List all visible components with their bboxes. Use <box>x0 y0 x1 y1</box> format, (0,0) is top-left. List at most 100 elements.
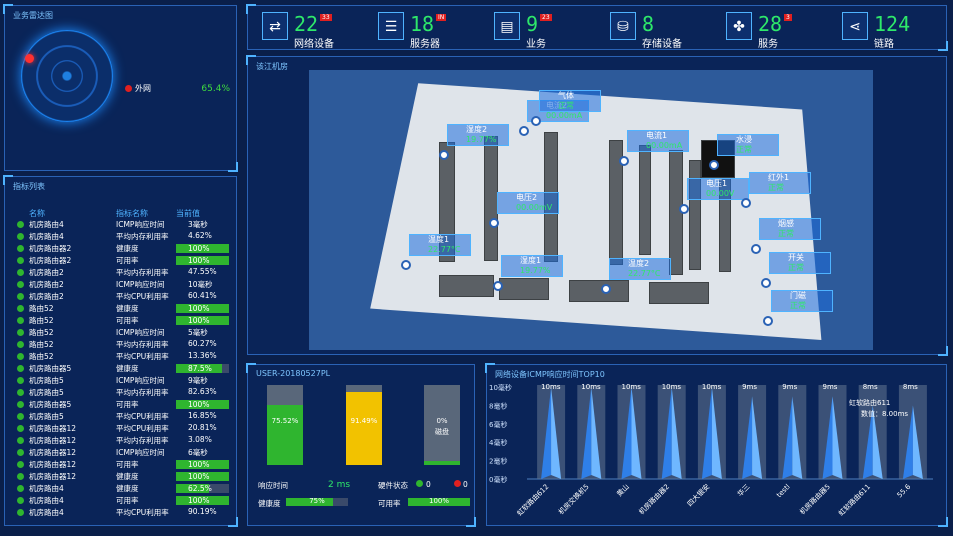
sensor-icon[interactable] <box>761 278 771 288</box>
sensor-icon[interactable] <box>741 198 751 208</box>
table-row[interactable]: 路由52 平均内存利用率 60.27% <box>5 339 236 351</box>
sensor-icon[interactable] <box>601 284 611 294</box>
table-row[interactable]: 路由52 平均CPU利用率 13.36% <box>5 351 236 363</box>
data-label: 9ms <box>742 383 757 391</box>
bar-right-face <box>591 387 602 479</box>
stat-label: 业务 <box>526 39 546 50</box>
sensor-tag[interactable]: 水浸 正常 <box>717 134 779 156</box>
sensor-icon[interactable] <box>531 116 541 126</box>
table-row[interactable]: 机房路由4 可用率 100% <box>5 495 236 507</box>
stat-card-链路[interactable]: ⋖ 124 链路 <box>834 10 944 50</box>
sensor-icon[interactable] <box>763 316 773 326</box>
table-row[interactable]: 机房路由2 ICMP响应时间 10毫秒 <box>5 279 236 291</box>
sensor-tag[interactable]: 烟感 正常 <box>759 218 821 240</box>
device-title: USER-20180527PL <box>256 369 331 378</box>
cpu-gauge-fill <box>267 404 303 465</box>
table-row[interactable]: 机房路由5 ICMP响应时间 9毫秒 <box>5 375 236 387</box>
row-value: 100% <box>188 304 210 313</box>
alert-badge: 33 <box>320 14 332 21</box>
table-row[interactable]: 机房路由器5 健康度 87.5% <box>5 363 236 375</box>
table-row[interactable]: 路由52 可用率 100% <box>5 315 236 327</box>
server-rack[interactable] <box>639 145 651 255</box>
row-name: 机房路由器12 <box>29 472 77 481</box>
stat-count: 9 <box>526 12 539 36</box>
sensor-icon[interactable] <box>751 244 761 254</box>
status-dot-icon <box>17 317 24 324</box>
table-row[interactable]: 机房路由器5 可用率 100% <box>5 399 236 411</box>
server-rack[interactable] <box>569 280 629 302</box>
table-row[interactable]: 机房路由器12 平均内存利用率 3.08% <box>5 435 236 447</box>
table-row[interactable]: 机房路由器12 可用率 100% <box>5 459 236 471</box>
sensor-tag[interactable]: 门磁 正常 <box>771 290 833 312</box>
sensor-tag[interactable]: 湿度2 19.77% <box>447 124 509 146</box>
sensor-icon[interactable] <box>489 218 499 228</box>
server-rack[interactable] <box>499 278 549 300</box>
status-dot-icon <box>17 365 24 372</box>
stat-card-服务器[interactable]: ☰ 18 IN 服务器 <box>370 10 480 50</box>
row-value-bar-fill <box>176 460 229 469</box>
metrics-panel: 指标列表 名称 指标名称 当前值 机房路由4 ICMP响应时间 3毫秒 机房路由4… <box>3 175 238 527</box>
sensor-tag[interactable]: 红外1 正常 <box>749 172 811 194</box>
bar-right-face <box>551 387 562 479</box>
link-icon: ⋖ <box>842 12 868 40</box>
table-row[interactable]: 机房路由5 平均CPU利用率 16.85% <box>5 411 236 423</box>
row-metric: 平均内存利用率 <box>116 268 169 277</box>
sensor-icon[interactable] <box>619 156 629 166</box>
room-3d-view[interactable]: 湿度219.77%电流200.00mA电流100.00mA水浸正常电压100.0… <box>309 70 873 350</box>
sensor-tag[interactable]: 气体 正常 <box>539 90 601 112</box>
table-row[interactable]: 机房路由器2 健康度 100% <box>5 243 236 255</box>
sensor-tag[interactable]: 电流1 00.00mA <box>627 130 689 152</box>
row-name: 机房路由器12 <box>29 436 77 445</box>
row-name: 机房路由2 <box>29 280 64 289</box>
table-row[interactable]: 机房路由4 健康度 62.5% <box>5 483 236 495</box>
table-row[interactable]: 机房路由4 平均内存利用率 4.62% <box>5 231 236 243</box>
sensor-icon[interactable] <box>709 160 719 170</box>
table-row[interactable]: 机房路由器12 健康度 100% <box>5 471 236 483</box>
sensor-tag[interactable]: 电压2 00.00mV <box>497 192 559 214</box>
stat-count: 124 <box>874 12 911 36</box>
row-name: 机房路由4 <box>29 484 64 493</box>
table-row[interactable]: 机房路由4 平均CPU利用率 90.19% <box>5 507 236 519</box>
server-rack[interactable] <box>484 136 498 261</box>
sensor-icon[interactable] <box>439 150 449 160</box>
sensor-tag[interactable]: 开关 正常 <box>769 252 831 274</box>
sensor-tag[interactable]: 温度1 22.77°C <box>409 234 471 256</box>
stat-card-服务[interactable]: ✤ 28 3 服务 <box>718 10 828 50</box>
sensor-icon[interactable] <box>401 260 411 270</box>
row-name: 机房路由2 <box>29 268 64 277</box>
sensor-tag[interactable]: 温度2 22.77°C <box>609 258 671 280</box>
table-row[interactable]: 机房路由器12 平均CPU利用率 20.81% <box>5 423 236 435</box>
table-row[interactable]: 路由52 健康度 100% <box>5 303 236 315</box>
sensor-tag-label: 湿度2 <box>466 125 488 134</box>
server-rack[interactable] <box>689 160 701 270</box>
server-rack[interactable] <box>649 282 709 304</box>
sensor-tag[interactable]: 电压1 00.00V <box>687 178 749 200</box>
server-rack[interactable] <box>439 275 494 297</box>
sensor-icon[interactable] <box>679 204 689 214</box>
data-label: 9ms <box>823 383 838 391</box>
bar-right-face <box>711 387 722 479</box>
bar-left-face <box>701 387 712 479</box>
table-row[interactable]: 机房路由5 平均内存利用率 82.63% <box>5 387 236 399</box>
table-row[interactable]: 机房路由4 ICMP响应时间 3毫秒 <box>5 219 236 231</box>
table-row[interactable]: 机房路由器2 可用率 100% <box>5 255 236 267</box>
sensor-icon[interactable] <box>493 281 503 291</box>
row-value: 100% <box>188 496 210 505</box>
status-dot-icon <box>17 341 24 348</box>
stat-card-网络设备[interactable]: ⇄ 22 33 网络设备 <box>254 10 364 50</box>
radar-alert-dot[interactable] <box>25 54 34 63</box>
table-row[interactable]: 路由52 ICMP响应时间 5毫秒 <box>5 327 236 339</box>
row-value: 100% <box>188 472 210 481</box>
stats-bar: ⇄ 22 33 网络设备 ☰ 18 IN 服务器 ▤ 9 23 业务 ⛁ 8 存储设备… <box>246 4 948 51</box>
stat-card-存储设备[interactable]: ⛁ 8 存储设备 <box>602 10 712 50</box>
stat-label: 链路 <box>874 39 894 50</box>
table-row[interactable]: 机房路由2 平均CPU利用率 60.41% <box>5 291 236 303</box>
sensor-icon[interactable] <box>519 126 529 136</box>
status-dot-icon <box>17 485 24 492</box>
table-row[interactable]: 机房路由2 平均内存利用率 47.55% <box>5 267 236 279</box>
y-tick-label: 0毫秒 <box>489 475 507 484</box>
sensor-tag[interactable]: 湿度1 19.77% <box>501 255 563 277</box>
data-label: 10ms <box>662 383 682 391</box>
table-row[interactable]: 机房路由器12 ICMP响应时间 6毫秒 <box>5 447 236 459</box>
stat-card-业务[interactable]: ▤ 9 23 业务 <box>486 10 596 50</box>
